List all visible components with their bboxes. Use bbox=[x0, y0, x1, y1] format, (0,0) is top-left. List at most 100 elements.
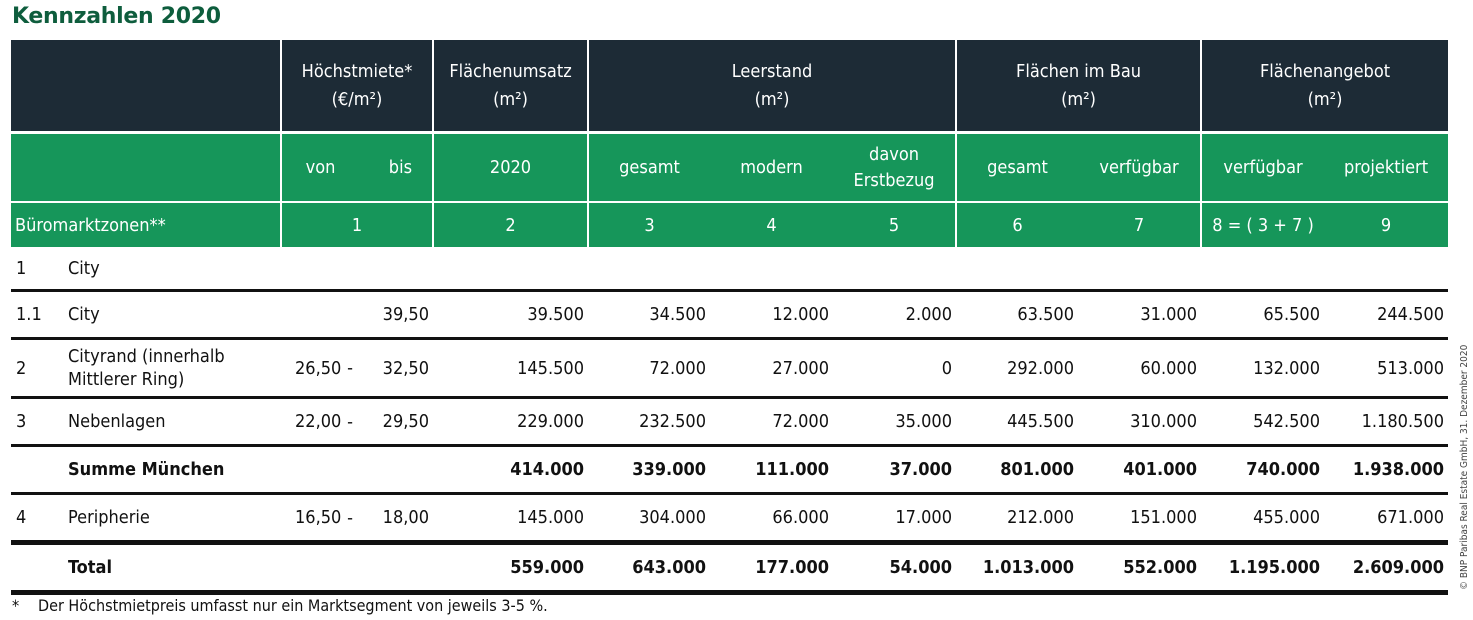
table-row-subtotal: Summe München 414.000 339.000 111.000 37… bbox=[11, 445, 1449, 495]
copyright-note: © BNP Paribas Real Estate GmbH, 31. Deze… bbox=[1459, 344, 1470, 590]
cell-value: 2.000 bbox=[833, 290, 957, 340]
cell-value: 310.000 bbox=[1078, 397, 1202, 447]
cell-von-value: 16,50 bbox=[295, 507, 342, 528]
cell-value: 1.195.000 bbox=[1201, 542, 1325, 595]
cell-value: 145.000 bbox=[433, 493, 589, 545]
table-row-total: Total 559.000 643.000 177.000 54.000 1.0… bbox=[11, 542, 1449, 595]
header-leer-erstbezug: davon Erstbezug bbox=[833, 131, 957, 202]
header-2020: 2020 bbox=[432, 131, 589, 202]
row-number: 4 bbox=[11, 493, 68, 545]
row-number bbox=[11, 445, 68, 495]
cell-bis: 29,50 bbox=[359, 397, 434, 447]
row-number: 1 bbox=[11, 247, 68, 292]
header-number-row: Büromarktzonen** 1 2 3 4 5 6 7 8 = ( 3 +… bbox=[11, 201, 1449, 247]
header-zone-label: Büromarktzonen** bbox=[11, 201, 281, 247]
header-flaechenangebot: Flächenangebot (m²) bbox=[1200, 40, 1449, 133]
cell-von bbox=[281, 542, 359, 595]
row-name: Nebenlagen bbox=[68, 397, 281, 447]
header-angebot-projektiert: projektiert bbox=[1324, 131, 1449, 202]
header-leer-modern: modern bbox=[710, 131, 834, 202]
cell-value: 740.000 bbox=[1201, 445, 1325, 495]
cell-bis: 32,50 bbox=[359, 338, 434, 399]
footnote-marker: * bbox=[12, 596, 20, 615]
footnote: * Der Höchstmietpreis umfasst nur ein Mar… bbox=[12, 596, 548, 615]
header-col-5: 5 bbox=[833, 201, 957, 247]
cell-value: 39.500 bbox=[433, 290, 589, 340]
header-col-9: 9 bbox=[1324, 201, 1449, 247]
table-row: 3 Nebenlagen 22,00- 29,50 229.000 232.50… bbox=[11, 397, 1449, 447]
row-name: City bbox=[68, 290, 281, 340]
cell-value: 151.000 bbox=[1078, 493, 1202, 545]
cell-bis: 18,00 bbox=[359, 493, 434, 545]
cell-value: 552.000 bbox=[1078, 542, 1202, 595]
header-group-row: Höchstmiete* (€/m²) Flächenumsatz (m²) L… bbox=[11, 40, 1449, 133]
cell-value: 37.000 bbox=[833, 445, 957, 495]
range-dash: - bbox=[347, 507, 353, 528]
cell-value: 65.500 bbox=[1201, 290, 1325, 340]
cell-value: 177.000 bbox=[710, 542, 834, 595]
header-flaechen-im-bau: Flächen im Bau (m²) bbox=[955, 40, 1202, 133]
cell-value: 339.000 bbox=[588, 445, 711, 495]
row-name: Peripherie bbox=[68, 493, 281, 545]
cell-value: 35.000 bbox=[833, 397, 957, 447]
cell-value: 542.500 bbox=[1201, 397, 1325, 447]
row-name: Summe München bbox=[68, 445, 281, 495]
page-title: Kennzahlen 2020 bbox=[12, 4, 221, 29]
row-number bbox=[11, 542, 68, 595]
cell-bis bbox=[359, 542, 434, 595]
cell-von bbox=[281, 445, 359, 495]
cell-value: 244.500 bbox=[1324, 290, 1449, 340]
cell-value: 27.000 bbox=[710, 338, 834, 399]
header-col-8: 8 = ( 3 + 7 ) bbox=[1200, 201, 1325, 247]
header-von: von bbox=[280, 131, 359, 202]
cell-value: 304.000 bbox=[588, 493, 711, 545]
header-bau-gesamt: gesamt bbox=[955, 131, 1079, 202]
cell-value: 801.000 bbox=[956, 445, 1079, 495]
cell-value: 445.500 bbox=[956, 397, 1079, 447]
cell-value: 54.000 bbox=[833, 542, 957, 595]
cell-value: 559.000 bbox=[433, 542, 589, 595]
header-flaechenumsatz: Flächenumsatz (m²) bbox=[432, 40, 589, 133]
cell-value: 72.000 bbox=[588, 338, 711, 399]
cell-value: 643.000 bbox=[588, 542, 711, 595]
cell-von: 22,00- bbox=[281, 397, 359, 447]
table-row: 2 Cityrand (innerhalb Mittlerer Ring) 26… bbox=[11, 338, 1449, 399]
header-sub-blank bbox=[11, 131, 281, 202]
header-col-3: 3 bbox=[587, 201, 711, 247]
header-leerstand: Leerstand (m²) bbox=[587, 40, 957, 133]
cell-value: 0 bbox=[833, 338, 957, 399]
cell-value: 229.000 bbox=[433, 397, 589, 447]
cell-value: 414.000 bbox=[433, 445, 589, 495]
row-name: City bbox=[68, 247, 281, 292]
cell-value: 66.000 bbox=[710, 493, 834, 545]
cell-value: 17.000 bbox=[833, 493, 957, 545]
cell-value: 111.000 bbox=[710, 445, 834, 495]
header-bis: bis bbox=[359, 131, 434, 202]
cell-value: 34.500 bbox=[588, 290, 711, 340]
row-number: 2 bbox=[11, 338, 68, 399]
cell-value: 2.609.000 bbox=[1324, 542, 1449, 595]
table-row: 1.1 City 39,50 39.500 34.500 12.000 2.00… bbox=[11, 290, 1449, 340]
row-name: Total bbox=[68, 542, 281, 595]
cell-value: 63.500 bbox=[956, 290, 1079, 340]
cell-value: 232.500 bbox=[588, 397, 711, 447]
cell-value: 513.000 bbox=[1324, 338, 1449, 399]
row-empty bbox=[281, 247, 1449, 292]
cell-value: 12.000 bbox=[710, 290, 834, 340]
header-leer-gesamt: gesamt bbox=[587, 131, 711, 202]
cell-value: 132.000 bbox=[1201, 338, 1325, 399]
row-name: Cityrand (innerhalb Mittlerer Ring) bbox=[68, 338, 281, 399]
cell-value: 292.000 bbox=[956, 338, 1079, 399]
cell-value: 145.500 bbox=[433, 338, 589, 399]
cell-von: 26,50- bbox=[281, 338, 359, 399]
header-col-2: 2 bbox=[432, 201, 589, 247]
cell-value: 671.000 bbox=[1324, 493, 1449, 545]
cell-von: 16,50- bbox=[281, 493, 359, 545]
cell-von-value: 22,00 bbox=[295, 411, 342, 432]
cell-value: 401.000 bbox=[1078, 445, 1202, 495]
footnote-text: Der Höchstmietpreis umfasst nur ein Mark… bbox=[38, 596, 548, 615]
cell-value: 72.000 bbox=[710, 397, 834, 447]
header-col-4: 4 bbox=[710, 201, 834, 247]
cell-bis bbox=[359, 445, 434, 495]
cell-value: 1.938.000 bbox=[1324, 445, 1449, 495]
